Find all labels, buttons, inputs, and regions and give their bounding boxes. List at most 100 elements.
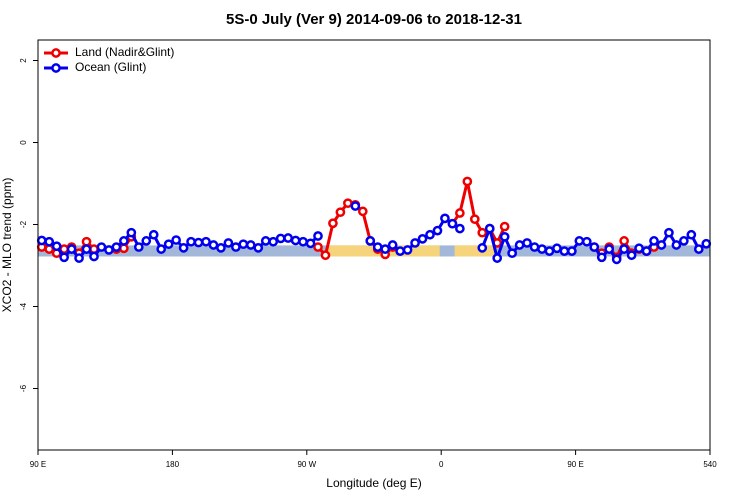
- data-point: [477, 227, 488, 238]
- data-point: [201, 236, 211, 247]
- data-point: [455, 223, 465, 234]
- data-point: [619, 244, 629, 254]
- data-point: [484, 223, 495, 234]
- data-point: [402, 245, 413, 255]
- data-point: [335, 207, 346, 218]
- x-tick-label: 540: [703, 460, 717, 469]
- data-point: [44, 236, 55, 247]
- data-point: [589, 242, 600, 252]
- data-point: [36, 235, 47, 246]
- data-point: [664, 227, 674, 238]
- data-point: [275, 233, 286, 244]
- data-point: [81, 244, 92, 254]
- data-point: [89, 251, 99, 262]
- data-point: [537, 244, 547, 254]
- data-point: [559, 246, 570, 256]
- data-point: [507, 248, 517, 259]
- data-point: [313, 231, 323, 241]
- data-point: [499, 221, 510, 232]
- y-tick-label: -2: [19, 220, 28, 228]
- data-point: [44, 244, 55, 254]
- data-point: [133, 242, 144, 252]
- data-point: [567, 246, 577, 256]
- data-point: [634, 243, 644, 254]
- data-point: [440, 213, 450, 224]
- data-point: [611, 254, 622, 265]
- data-point: [253, 243, 264, 253]
- data-point: [671, 240, 682, 250]
- data-point: [163, 239, 174, 250]
- data-point: [81, 236, 92, 247]
- data-point: [66, 244, 77, 254]
- data-point: [492, 253, 503, 263]
- data-point: [238, 239, 249, 250]
- y-tick-label: -6: [19, 384, 28, 392]
- legend-label: Ocean (Glint): [75, 60, 146, 74]
- data-point: [425, 229, 435, 240]
- data-point: [410, 238, 420, 248]
- legend-marker: [51, 63, 61, 73]
- data-point: [544, 246, 555, 256]
- data-point: [268, 236, 279, 247]
- data-point: [395, 246, 405, 256]
- data-point: [357, 206, 368, 217]
- data-point: [343, 198, 353, 209]
- data-point: [148, 229, 159, 240]
- data-point: [686, 229, 697, 240]
- data-point: [350, 201, 361, 211]
- data-point: [216, 243, 226, 253]
- data-point: [328, 218, 338, 229]
- x-tick-label: 90 E: [567, 460, 583, 469]
- y-tick-label: 0: [19, 140, 28, 145]
- data-point: [313, 242, 323, 252]
- data-point: [447, 218, 458, 229]
- data-point: [104, 245, 114, 255]
- data-point: [245, 240, 256, 250]
- surface-band: [454, 245, 495, 257]
- data-point: [74, 253, 84, 263]
- data-point: [432, 225, 443, 236]
- data-point: [141, 236, 152, 246]
- data-point: [693, 244, 704, 254]
- data-point: [701, 238, 712, 249]
- x-tick-label: 180: [166, 460, 180, 469]
- data-point: [126, 227, 137, 238]
- data-point: [186, 236, 196, 247]
- x-axis-label: Longitude (deg E): [326, 476, 421, 490]
- data-point: [469, 214, 480, 225]
- data-point: [96, 242, 107, 252]
- data-point: [305, 238, 316, 249]
- data-point: [649, 236, 659, 246]
- data-point: [417, 234, 428, 244]
- data-point: [51, 241, 62, 252]
- legend-marker: [51, 48, 61, 58]
- data-point: [171, 235, 181, 245]
- x-tick-label: 90 E: [30, 460, 46, 469]
- data-point: [679, 236, 689, 246]
- data-point: [119, 236, 129, 246]
- data-point: [298, 236, 308, 247]
- data-point: [208, 240, 219, 250]
- data-point: [499, 231, 510, 242]
- data-point: [522, 238, 532, 248]
- data-point: [477, 243, 488, 253]
- data-point: [387, 240, 398, 250]
- y-axis-label: XCO2 - MLO trend (ppm): [0, 178, 14, 313]
- data-point: [119, 243, 129, 254]
- data-point: [372, 242, 383, 252]
- data-point: [365, 236, 376, 246]
- data-point: [193, 237, 204, 248]
- x-tick-label: 0: [439, 460, 444, 469]
- data-point: [283, 233, 293, 243]
- legend-label: Land (Nadir&Glint): [75, 45, 174, 59]
- data-point: [178, 243, 189, 253]
- y-tick-label: -4: [19, 302, 28, 310]
- data-point: [231, 242, 241, 252]
- data-point: [455, 208, 465, 218]
- data-point: [604, 244, 615, 254]
- plot-area: 90 E 180 90 W 0 90 E 540 -6 -4 -2 0 2 Land (Nadir&G…: [19, 45, 717, 469]
- data-point: [223, 238, 234, 248]
- x-tick-label: 90 W: [297, 460, 316, 469]
- data-point: [626, 250, 637, 261]
